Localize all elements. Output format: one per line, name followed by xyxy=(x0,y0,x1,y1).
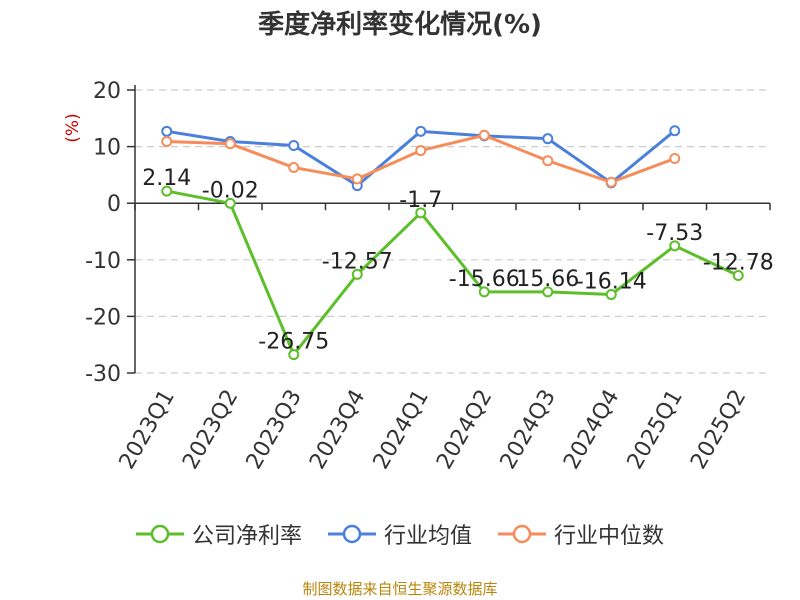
plot-area: 20 10 0 -10 -20 -30 (%) 2023Q12023Q22023Q32023Q… xyxy=(63,79,774,474)
data-point xyxy=(669,125,681,137)
x-tick-label: 2024Q1 xyxy=(369,386,434,474)
y-tick-label: 0 xyxy=(107,192,121,217)
source-note: 制图数据来自恒生聚源数据库 xyxy=(302,580,498,598)
data-point xyxy=(351,173,363,185)
data-label: -7.53 xyxy=(646,221,703,246)
data-label: 2.14 xyxy=(142,166,191,191)
y-tick-label: 20 xyxy=(93,79,121,104)
data-point xyxy=(161,125,173,137)
legend-item[interactable]: 行业中位数 xyxy=(498,518,664,550)
data-point xyxy=(669,240,681,252)
x-tick-label: 2023Q4 xyxy=(305,386,370,474)
data-point xyxy=(415,145,427,157)
legend-item[interactable]: 行业均值 xyxy=(327,518,472,550)
x-tick-label: 2024Q3 xyxy=(496,386,561,474)
legend-circle xyxy=(150,524,170,544)
x-tick-label: 2023Q3 xyxy=(242,386,307,474)
data-point xyxy=(288,349,300,361)
data-point xyxy=(351,268,363,280)
legend-circle xyxy=(342,524,362,544)
data-label: -1.7 xyxy=(399,188,442,213)
data-point xyxy=(288,139,300,151)
x-tick-label: 2025Q2 xyxy=(686,386,751,474)
x-tick-label: 2024Q4 xyxy=(559,386,624,474)
legend-marker-icon xyxy=(498,524,546,544)
data-label: -12.57 xyxy=(322,249,393,274)
legend: 公司净利率 行业均值 行业中位数 xyxy=(0,518,800,550)
label-layer: 2.14 -0.02 -26.75 -12.57 -1.7 -15.6615.66-16.… xyxy=(142,166,773,355)
data-point xyxy=(415,207,427,219)
data-label: -16.14 xyxy=(576,270,647,295)
series-line xyxy=(166,189,739,357)
legend-item[interactable]: 公司净利率 xyxy=(135,518,302,550)
legend-marker-icon xyxy=(135,524,184,544)
x-tick-label: 2023Q1 xyxy=(115,386,180,474)
x-tick-label: 2023Q2 xyxy=(178,386,243,474)
y-axis-label: (%) xyxy=(63,113,83,142)
data-label: -15.66 xyxy=(449,267,520,292)
grid-layer xyxy=(135,89,770,374)
data-label: -0.02 xyxy=(202,178,259,203)
data-point xyxy=(415,125,427,137)
y-tick-label: 10 xyxy=(93,136,121,161)
data-point xyxy=(161,136,173,148)
legend-circle xyxy=(512,524,532,544)
data-point xyxy=(161,185,173,197)
y-tick-label: -20 xyxy=(85,305,121,330)
data-point xyxy=(288,162,300,174)
data-point xyxy=(224,138,236,150)
legend-label: 行业均值 xyxy=(383,524,472,549)
data-point xyxy=(605,176,617,188)
data-point xyxy=(605,289,617,301)
x-tick-label: 2025Q1 xyxy=(623,386,688,474)
data-point xyxy=(542,155,554,167)
data-point xyxy=(478,286,490,298)
data-point xyxy=(224,197,236,209)
y-tick-label: -30 xyxy=(85,362,121,387)
series-layer xyxy=(161,125,744,361)
data-label: -12.78 xyxy=(703,251,774,276)
legend-marker-icon xyxy=(327,524,376,544)
data-point xyxy=(542,133,554,145)
legend-label: 公司净利率 xyxy=(191,524,302,549)
y-tick-label: -10 xyxy=(85,249,121,274)
data-point xyxy=(732,270,744,282)
legend-label: 行业中位数 xyxy=(554,524,665,549)
data-label: -26.75 xyxy=(258,330,329,355)
chart-title: 季度净利率变化情况(%) xyxy=(258,10,542,40)
data-point xyxy=(542,286,554,298)
data-point xyxy=(478,129,490,141)
data-point xyxy=(669,152,681,164)
x-tick-label: 2024Q2 xyxy=(432,386,497,474)
data-label: 15.66 xyxy=(516,267,579,292)
